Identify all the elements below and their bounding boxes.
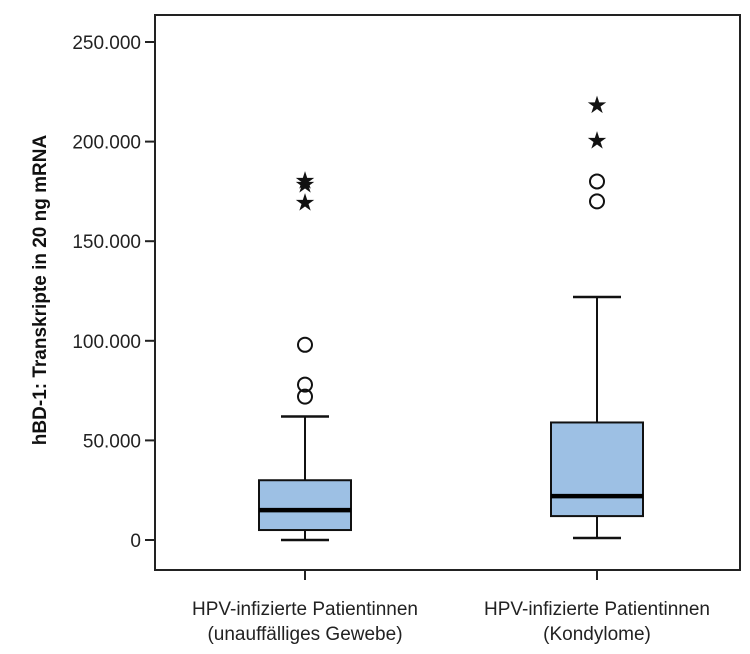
y-tick-label: 50.000 [83,431,141,452]
x-category-label: HPV-infizierte Patientinnen [484,599,710,620]
x-category-label: HPV-infizierte Patientinnen [192,599,418,620]
box-group: ★★★ [258,166,352,542]
extreme-point: ★ [294,166,316,194]
y-tick-label: 200.000 [72,133,141,154]
y-tick-label: 100.000 [72,332,141,353]
extreme-point: ★ [294,170,316,198]
outlier-point [297,388,313,405]
outlier-point [589,193,605,210]
plot-frame [154,14,741,571]
y-tick-label: 0 [130,531,141,552]
y-tick-label: 250.000 [72,33,141,54]
boxes: ★★★★★ [258,91,644,542]
y-axis-title: hBD-1: Transkripte in 20 ng mRNA [30,135,51,446]
x-axis: HPV-infizierte Patientinnen (unauffällige… [192,570,710,645]
outlier-point [589,173,605,190]
outlier-point [297,336,313,353]
x-category-label: (Kondylome) [543,624,651,645]
extreme-point: ★ [294,188,316,216]
iqr-box [550,421,644,518]
box-group: ★★ [550,91,644,540]
extreme-point: ★ [586,91,608,119]
outlier-point [297,376,313,393]
y-axis: 0 50.000 100.000 150.000 200.000 250.000 [72,33,155,552]
iqr-box [258,479,352,532]
extreme-point: ★ [586,127,608,155]
y-tick-label: 150.000 [72,232,141,253]
x-category-label: (unauffälliges Gewebe) [207,624,402,645]
